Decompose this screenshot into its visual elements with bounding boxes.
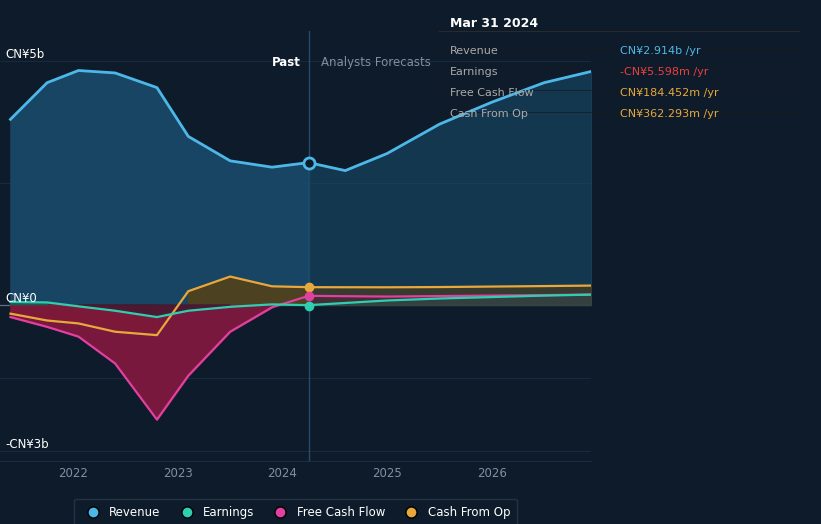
Text: CN¥362.293m /yr: CN¥362.293m /yr: [620, 110, 718, 119]
Text: -CN¥5.598m /yr: -CN¥5.598m /yr: [620, 67, 709, 77]
Text: Free Cash Flow: Free Cash Flow: [450, 88, 534, 98]
Text: CN¥184.452m /yr: CN¥184.452m /yr: [620, 88, 718, 98]
Text: Earnings: Earnings: [450, 67, 498, 77]
Text: -CN¥3b: -CN¥3b: [5, 439, 49, 451]
Text: Revenue: Revenue: [450, 46, 499, 56]
Text: Mar 31 2024: Mar 31 2024: [450, 17, 539, 30]
Text: CN¥0: CN¥0: [5, 292, 37, 305]
Text: Past: Past: [272, 56, 300, 69]
Text: Analysts Forecasts: Analysts Forecasts: [321, 56, 431, 69]
Text: CN¥5b: CN¥5b: [5, 48, 44, 61]
Text: Cash From Op: Cash From Op: [450, 110, 528, 119]
Legend: Revenue, Earnings, Free Cash Flow, Cash From Op: Revenue, Earnings, Free Cash Flow, Cash …: [74, 499, 517, 524]
Text: CN¥2.914b /yr: CN¥2.914b /yr: [620, 46, 700, 56]
